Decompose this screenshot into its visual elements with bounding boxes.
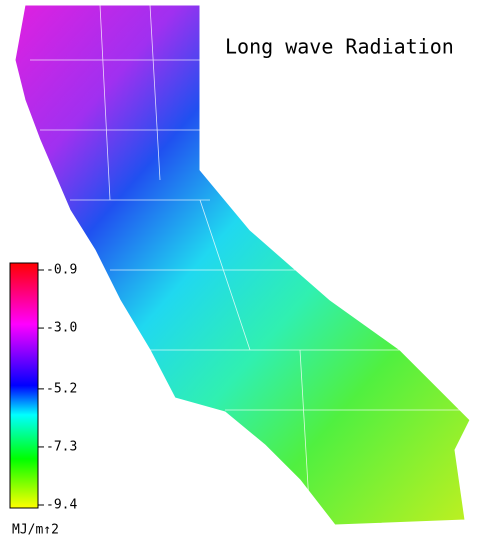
colorbar-tick-label: -5.2 (46, 381, 77, 396)
colorbar-tick-label: -9.4 (46, 498, 77, 513)
colorbar (9, 262, 39, 509)
map-title: Long wave Radiation (225, 35, 454, 59)
california-map (14, 4, 471, 526)
colorbar-unit: MJ/m↑2 (12, 523, 59, 538)
county-lines (30, 4, 460, 521)
colorbar-tick-label: -7.3 (46, 439, 77, 454)
colorbar-tick-label: -3.0 (46, 321, 77, 336)
colorbar-tick-label: -0.9 (46, 263, 77, 278)
